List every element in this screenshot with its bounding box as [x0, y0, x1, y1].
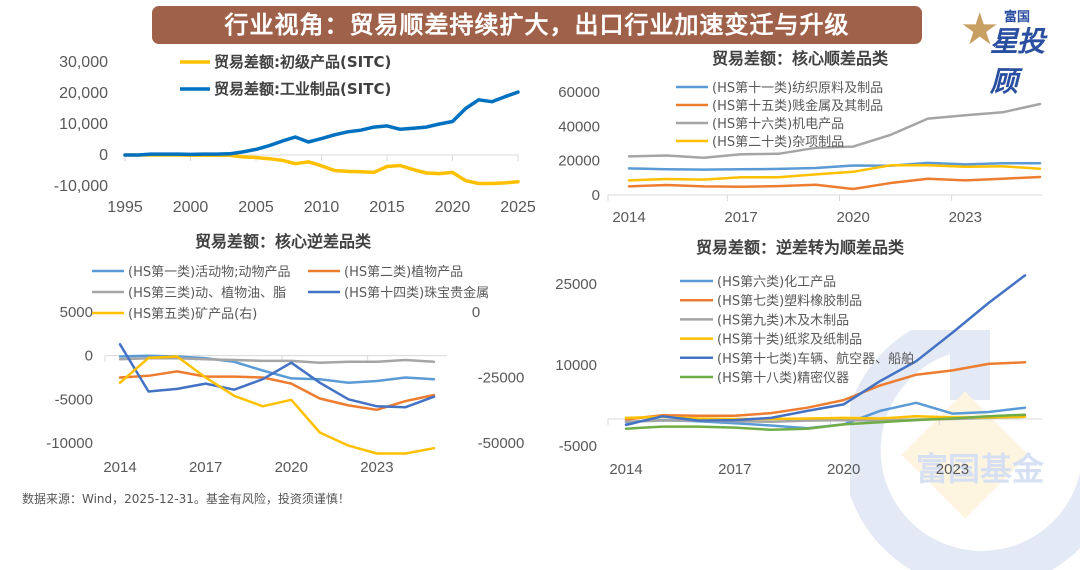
- y-tick-label: -10000: [46, 435, 93, 452]
- x-tick-label: 2014: [609, 461, 642, 478]
- y-tick-label: 10,000: [59, 116, 108, 133]
- data-source-footer: 数据来源：Wind，2025-12-31。基金有风险，投资须谨慎！: [22, 492, 350, 506]
- logo-small-text: 富国: [1004, 10, 1031, 25]
- y-tick-label: 20000: [558, 153, 600, 170]
- x-tick-label: 2000: [173, 199, 209, 216]
- series-line: [624, 274, 1027, 427]
- legend-label: (HS第七类)塑料橡胶制品: [717, 293, 862, 309]
- legend-label: (HS第十七类)车辆、航空器、船舶: [717, 351, 914, 367]
- legend-label: (HS第十六类)机电产品: [712, 117, 844, 132]
- legend-label: (HS第十四类)珠宝贵金属: [344, 285, 489, 301]
- legend-label: (HS第十五类)贱金属及其制品: [712, 98, 883, 114]
- x-tick-label: 2015: [369, 199, 405, 216]
- legend-label: 贸易差额:初级产品(SITC): [214, 53, 391, 71]
- charts-canvas: 1995 2000 2005 2010 2015 2020 2025 30,000 20,000…: [46, 49, 1042, 478]
- y-tick-label: -10,000: [54, 178, 108, 195]
- legend-label: (HS第三类)动、植物油、脂: [128, 286, 286, 301]
- x-tick-label: 2014: [103, 459, 136, 476]
- series-line: [123, 90, 520, 157]
- legend-label: (HS第十类)纸浆及纸制品: [717, 333, 862, 348]
- chart-title: 贸易差额：核心顺差品类: [712, 49, 889, 68]
- y-tick-label: 30,000: [59, 54, 108, 71]
- legend-label: (HS第十一类)纺织原料及制品: [712, 81, 883, 96]
- x-tick-label: 2010: [304, 199, 340, 216]
- legend-label: (HS第九类)木及木制品: [717, 313, 849, 328]
- chart-title: 贸易差额：核心逆差品类: [195, 232, 372, 251]
- y-tick-label: -5000: [559, 438, 597, 455]
- chart-title: 贸易差额：逆差转为顺差品类: [696, 238, 905, 257]
- x-tick-label: 2017: [724, 209, 757, 226]
- series-line: [118, 355, 436, 455]
- legend-label: (HS第十八类)精密仪器: [717, 370, 849, 386]
- x-tick-label: 2014: [612, 209, 645, 226]
- chart-c2: 贸易差额：核心顺差品类 2014 2017 2020 2023 60000 40000 200…: [558, 49, 1042, 226]
- series-line: [627, 175, 1042, 191]
- y2-tick-label: 0: [472, 304, 480, 321]
- y-tick-label: 0: [592, 187, 600, 204]
- series-line: [118, 357, 436, 364]
- chart-c1: 1995 2000 2005 2010 2015 2020 2025 30,000 20,000…: [54, 53, 536, 216]
- series-line: [627, 164, 1042, 182]
- x-tick-label: 2023: [936, 461, 969, 478]
- watermark-text: 富国基金: [916, 450, 1045, 488]
- x-tick-label: 2017: [189, 459, 222, 476]
- page-title-banner: 行业视角：贸易顺差持续扩大，出口行业加速变迁与升级: [152, 6, 922, 44]
- x-tick-label: 2020: [827, 461, 860, 478]
- x-tick-label: 2020: [275, 459, 308, 476]
- y-tick-label: 5000: [60, 304, 93, 321]
- x-tick-label: 2017: [718, 461, 751, 478]
- legend-label: (HS第六类)化工产品: [717, 275, 836, 290]
- series-line: [627, 161, 1042, 171]
- x-tick-label: 2023: [360, 459, 393, 476]
- x-tick-label: 1995: [107, 199, 143, 216]
- legend-label: 贸易差额:工业制品(SITC): [214, 80, 391, 98]
- series-line: [624, 413, 1027, 432]
- y-tick-label: 20,000: [59, 85, 108, 102]
- x-tick-label: 2005: [238, 199, 274, 216]
- legend-label: (HS第五类)矿产品(右): [128, 307, 257, 322]
- x-tick-label: 2025: [500, 199, 536, 216]
- y-tick-label: 0: [85, 348, 93, 365]
- y-tick-label: 60000: [558, 84, 600, 101]
- legend-label: (HS第一类)活动物;动物产品: [128, 265, 291, 280]
- x-tick-label: 2020: [836, 209, 869, 226]
- y2-tick-label: -25000: [478, 370, 525, 387]
- chart-c4: 贸易差额：逆差转为顺差品类 2014 2017 2020 2023 25000 10000 -…: [555, 238, 1042, 478]
- x-tick-label: 2020: [435, 199, 471, 216]
- x-tick-label: 2023: [949, 209, 982, 226]
- y-tick-label: -5000: [55, 391, 93, 408]
- y-tick-label: 25000: [555, 276, 597, 293]
- logo: ★ 富国 星投顾: [960, 4, 1070, 99]
- chart-c3: 贸易差额：核心逆差品类 2014 2017 2020 2023 5000 0 -5000 -10…: [46, 232, 524, 476]
- y-tick-label: 40000: [558, 118, 600, 135]
- logo-big-text: 星投顾: [990, 25, 1045, 98]
- y2-tick-label: -50000: [478, 435, 525, 452]
- series-line: [118, 370, 436, 412]
- y-tick-label: 10000: [555, 357, 597, 374]
- series-line: [624, 361, 1027, 421]
- star-icon: ★: [960, 5, 1000, 54]
- series-line: [627, 102, 1042, 159]
- y-tick-label: 0: [99, 147, 108, 164]
- series-line: [118, 343, 436, 409]
- legend-label: (HS第二类)植物产品: [344, 265, 463, 280]
- legend-label: (HS第二十类)杂项制品: [712, 135, 844, 150]
